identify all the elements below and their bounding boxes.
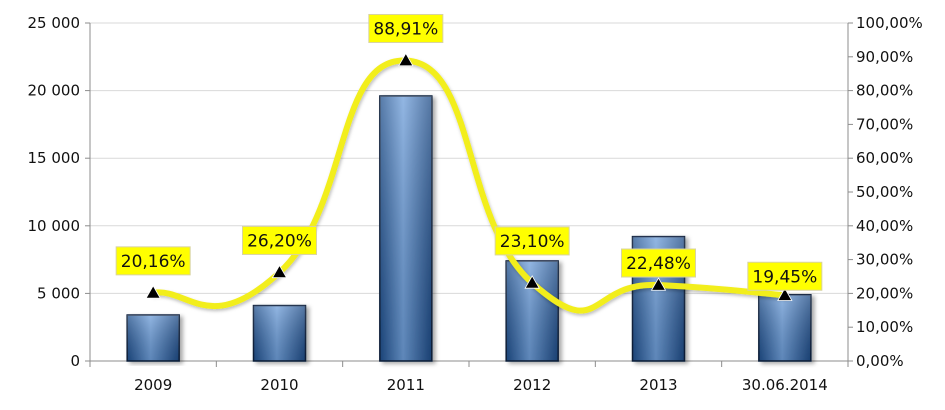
data-label-box	[621, 248, 696, 278]
right-tick-label: 20,00%	[856, 284, 913, 302]
bar-group	[379, 95, 433, 362]
category-label: 2009	[134, 376, 172, 394]
data-label-text: 19,45%	[752, 267, 817, 287]
bar-shade	[253, 305, 306, 361]
bar-group	[758, 294, 812, 362]
data-label: 88,91%	[368, 13, 444, 43]
left-tick-label: 10 000	[28, 217, 81, 235]
left-tick-label: 0	[70, 352, 80, 370]
data-label: 22,48%	[621, 248, 696, 278]
category-label: 2013	[639, 376, 677, 394]
data-label-box	[747, 261, 823, 291]
right-tick-label: 60,00%	[856, 149, 913, 167]
right-tick-label: 10,00%	[856, 318, 913, 336]
left-tick-label: 15 000	[28, 149, 81, 167]
ratio-marker	[524, 275, 540, 289]
ratio-marker	[777, 287, 793, 301]
left-tick-label: 25 000	[28, 14, 81, 32]
ratio-marker	[398, 52, 414, 67]
bar-shade	[379, 96, 432, 362]
data-label: 26,20%	[242, 225, 317, 255]
right-tick-label: 100,00%	[856, 14, 923, 32]
ratio-marker	[145, 285, 161, 299]
bar-shade	[127, 315, 180, 361]
data-label-box	[115, 246, 191, 276]
ratio-marker	[271, 264, 288, 279]
right-tick-label: 70,00%	[856, 115, 913, 133]
data-label-text: 88,91%	[373, 19, 438, 39]
category-label: 30.06.2014	[742, 376, 828, 394]
data-labels: 20,16% 26,20% 88,91% 23,10% 22,48% 19,45%	[115, 13, 823, 291]
right-tick-label: 50,00%	[856, 183, 913, 201]
bar-group	[252, 304, 307, 362]
right-tick-label: 80,00%	[856, 82, 913, 100]
category-label: 2010	[260, 376, 298, 394]
ratio-line	[145, 52, 793, 314]
right-tick-label: 0,00%	[856, 352, 904, 370]
data-label-text: 26,20%	[247, 231, 312, 251]
left-tick-label: 5 000	[37, 284, 80, 302]
axes: 0 5 000 10 000 15 000 20 000 25 000 0,00% 10,00…	[28, 14, 923, 394]
data-label-text: 22,48%	[626, 254, 691, 274]
right-tick-label: 90,00%	[856, 48, 913, 66]
left-tick-label: 20 000	[28, 82, 81, 100]
data-label-box	[242, 225, 317, 255]
category-label: 2012	[513, 376, 551, 394]
bars	[126, 95, 812, 362]
data-label-text: 20,16%	[121, 252, 186, 272]
data-label: 19,45%	[747, 261, 823, 291]
category-label: 2011	[387, 376, 425, 394]
ratio-marker	[650, 277, 667, 291]
data-label: 23,10%	[494, 226, 570, 256]
data-label-text: 23,10%	[500, 232, 565, 252]
data-label-box	[368, 13, 444, 43]
bar-group	[126, 314, 180, 362]
right-tick-label: 30,00%	[856, 251, 913, 269]
data-label-box	[494, 226, 570, 256]
data-label: 20,16%	[115, 246, 191, 276]
right-tick-label: 40,00%	[856, 217, 913, 235]
bar-shade	[758, 294, 811, 361]
